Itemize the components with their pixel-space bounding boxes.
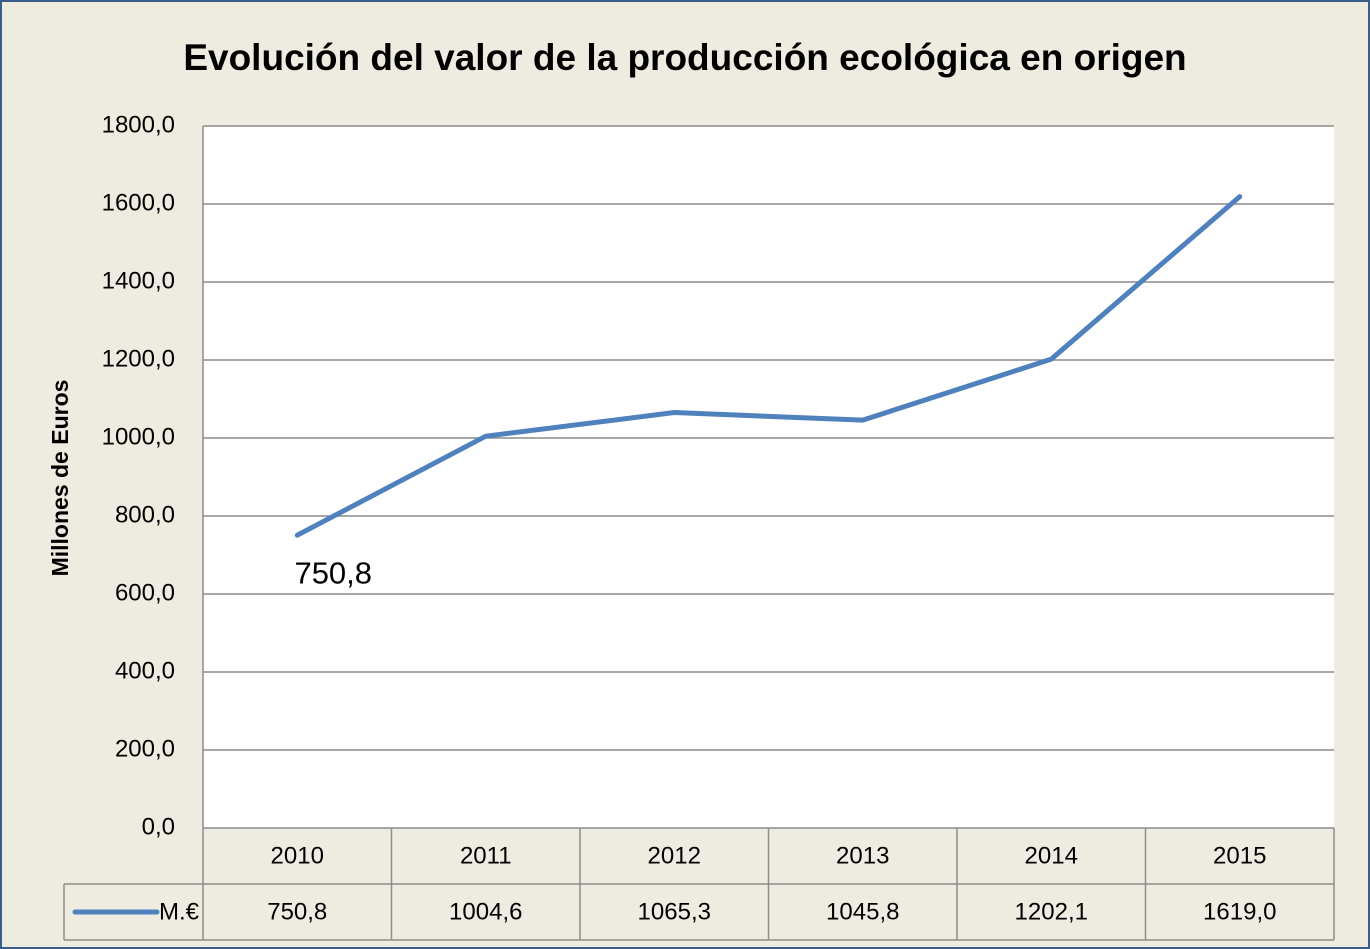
y-tick-label: 0,0 bbox=[142, 813, 175, 840]
legend-label: M.€ bbox=[159, 898, 200, 925]
y-tick-label: 200,0 bbox=[115, 735, 175, 762]
y-axis-label: Millones de Euros bbox=[47, 380, 73, 577]
y-tick-label: 1600,0 bbox=[102, 189, 175, 216]
x-tick-label: 2013 bbox=[836, 842, 889, 869]
data-table-value: 1202,1 bbox=[1015, 898, 1088, 925]
x-tick-label: 2011 bbox=[460, 842, 512, 869]
x-tick-label: 2012 bbox=[648, 842, 701, 869]
y-tick-label: 1200,0 bbox=[102, 345, 175, 372]
y-tick-label: 1400,0 bbox=[102, 267, 175, 294]
x-tick-label: 2015 bbox=[1213, 842, 1266, 869]
x-tick-label: 2010 bbox=[271, 842, 324, 869]
data-label: 750,8 bbox=[294, 555, 372, 590]
chart-title: Evolución del valor de la producción eco… bbox=[183, 37, 1186, 78]
y-tick-label: 800,0 bbox=[115, 501, 175, 528]
plot-area bbox=[203, 126, 1334, 828]
y-tick-label: 400,0 bbox=[115, 657, 175, 684]
data-table-value: 1004,6 bbox=[449, 898, 522, 925]
data-table-value: 1045,8 bbox=[826, 898, 899, 925]
y-tick-label: 1800,0 bbox=[102, 111, 175, 138]
x-tick-label: 2014 bbox=[1025, 842, 1078, 869]
data-table-value: 750,8 bbox=[267, 898, 327, 925]
data-table-value: 1619,0 bbox=[1203, 898, 1276, 925]
y-tick-label: 1000,0 bbox=[102, 423, 175, 450]
y-tick-label: 600,0 bbox=[115, 579, 175, 606]
data-table-value: 1065,3 bbox=[638, 898, 711, 925]
line-series bbox=[294, 194, 1243, 538]
